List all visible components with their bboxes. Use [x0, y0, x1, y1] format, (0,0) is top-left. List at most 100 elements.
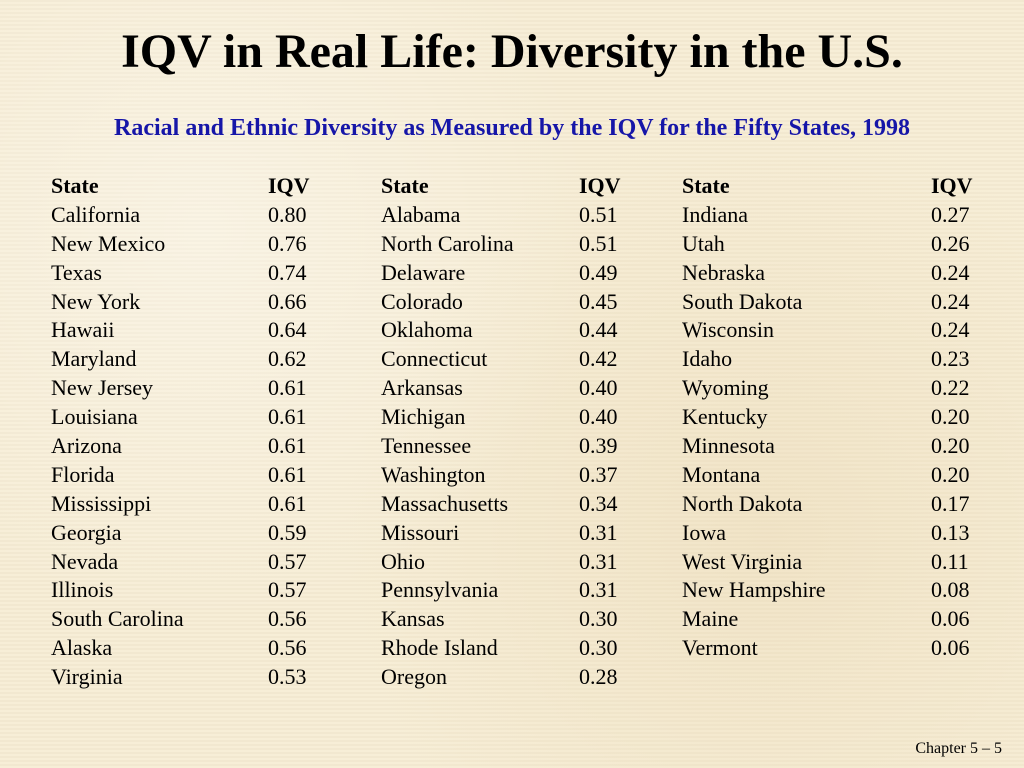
state-name-cell: Maine — [682, 606, 739, 632]
table-row: Maine 0.06 — [682, 605, 982, 634]
iqv-value-cell: 0.57 — [268, 548, 307, 574]
state-name-cell: Nebraska — [682, 259, 766, 285]
table-row: New Hampshire 0.08 — [682, 576, 982, 605]
table-header-row: State IQV — [51, 172, 321, 201]
state-name-cell: Hawaii — [51, 317, 115, 343]
iqv-value-cell: 0.61 — [268, 461, 307, 487]
table-row: Washington 0.37 — [381, 461, 631, 490]
state-name-cell: North Dakota — [682, 490, 803, 516]
state-name-cell: Kentucky — [682, 404, 768, 430]
table-row: Pennsylvania 0.31 — [381, 576, 631, 605]
table-row: Mississippi 0.61 — [51, 490, 321, 519]
state-name-cell: Ohio — [381, 548, 425, 574]
iqv-value-cell: 0.20 — [931, 404, 970, 430]
column-header-state: State — [51, 173, 99, 198]
iqv-value-cell: 0.24 — [931, 288, 970, 314]
column-header-iqv: IQV — [268, 173, 310, 198]
table-row: Indiana 0.27 — [682, 201, 982, 230]
iqv-value-cell: 0.26 — [931, 230, 970, 256]
table-row: Kansas 0.30 — [381, 605, 631, 634]
table-row: Missouri 0.31 — [381, 519, 631, 548]
state-name-cell: South Carolina — [51, 606, 184, 632]
state-name-cell: South Dakota — [682, 288, 803, 314]
table-row: Maryland 0.62 — [51, 345, 321, 374]
iqv-value-cell: 0.24 — [931, 259, 970, 285]
iqv-value-cell: 0.20 — [931, 433, 970, 459]
state-name-cell: Virginia — [51, 664, 123, 690]
iqv-value-cell: 0.30 — [579, 635, 618, 661]
iqv-value-cell: 0.34 — [579, 490, 618, 516]
iqv-value-cell: 0.20 — [931, 461, 970, 487]
iqv-value-cell: 0.40 — [579, 375, 618, 401]
page-title: IQV in Real Life: Diversity in the U.S. — [121, 25, 903, 78]
state-name-cell: North Carolina — [381, 230, 514, 256]
iqv-value-cell: 0.11 — [931, 548, 969, 574]
table-row: Michigan 0.40 — [381, 403, 631, 432]
iqv-value-cell: 0.24 — [931, 317, 970, 343]
iqv-value-cell: 0.59 — [268, 519, 307, 545]
iqv-value-cell: 0.06 — [931, 606, 970, 632]
table-row: Arkansas 0.40 — [381, 374, 631, 403]
slide-footer: Chapter 5 – 5 — [915, 740, 1002, 757]
iqv-value-cell: 0.06 — [931, 635, 970, 661]
table-row: Idaho 0.23 — [682, 345, 982, 374]
state-name-cell: Oklahoma — [381, 317, 473, 343]
table-row: Connecticut 0.42 — [381, 345, 631, 374]
table-row: Nebraska 0.24 — [682, 259, 982, 288]
table-row: Utah 0.26 — [682, 230, 982, 259]
table-row: Alabama 0.51 — [381, 201, 631, 230]
table-row: Iowa 0.13 — [682, 519, 982, 548]
iqv-value-cell: 0.49 — [579, 259, 618, 285]
state-name-cell: West Virginia — [682, 548, 803, 574]
state-name-cell: New Hampshire — [682, 577, 826, 603]
table-row: Wisconsin 0.24 — [682, 316, 982, 345]
state-name-cell: Oregon — [381, 664, 447, 690]
state-name-cell: Maryland — [51, 346, 137, 372]
iqv-value-cell: 0.57 — [268, 577, 307, 603]
iqv-value-cell: 0.37 — [579, 461, 618, 487]
state-name-cell: Michigan — [381, 404, 466, 430]
state-name-cell: Pennsylvania — [381, 577, 499, 603]
iqv-value-cell: 0.31 — [579, 519, 618, 545]
table-row: Hawaii 0.64 — [51, 316, 321, 345]
table-row: West Virginia 0.11 — [682, 548, 982, 577]
state-name-cell: Alaska — [51, 635, 113, 661]
iqv-value-cell: 0.61 — [268, 404, 307, 430]
iqv-value-cell: 0.53 — [268, 664, 307, 690]
table-row: Massachusetts 0.34 — [381, 490, 631, 519]
iqv-value-cell: 0.51 — [579, 201, 618, 227]
state-name-cell: Iowa — [682, 519, 726, 545]
table-row: Delaware 0.49 — [381, 259, 631, 288]
table-row: South Carolina 0.56 — [51, 605, 321, 634]
iqv-value-cell: 0.08 — [931, 577, 970, 603]
iqv-value-cell: 0.56 — [268, 606, 307, 632]
state-name-cell: Montana — [682, 461, 761, 487]
iqv-value-cell: 0.74 — [268, 259, 307, 285]
state-name-cell: Utah — [682, 230, 725, 256]
table-row: Ohio 0.31 — [381, 548, 631, 577]
table-row: Alaska 0.56 — [51, 634, 321, 663]
table-row: Wyoming 0.22 — [682, 374, 982, 403]
iqv-value-cell: 0.76 — [268, 230, 307, 256]
table-row: Kentucky 0.20 — [682, 403, 982, 432]
table-row: Rhode Island 0.30 — [381, 634, 631, 663]
iqv-value-cell: 0.40 — [579, 404, 618, 430]
iqv-value-cell: 0.22 — [931, 375, 970, 401]
state-name-cell: Texas — [51, 259, 102, 285]
iqv-value-cell: 0.44 — [579, 317, 618, 343]
state-name-cell: New Jersey — [51, 375, 154, 401]
state-name-cell: Alabama — [381, 201, 461, 227]
table-row: Virginia 0.53 — [51, 663, 321, 692]
state-name-cell: Illinois — [51, 577, 114, 603]
iqv-value-cell: 0.62 — [268, 346, 307, 372]
state-name-cell: Rhode Island — [381, 635, 498, 661]
table-row: Vermont 0.06 — [682, 634, 982, 663]
table-row: Nevada 0.57 — [51, 548, 321, 577]
state-name-cell: Wyoming — [682, 375, 769, 401]
table-row: North Dakota 0.17 — [682, 490, 982, 519]
state-name-cell: Arizona — [51, 433, 122, 459]
table-row: Louisiana 0.61 — [51, 403, 321, 432]
table-row: Tennessee 0.39 — [381, 432, 631, 461]
state-name-cell: California — [51, 201, 141, 227]
table-row: New Mexico 0.76 — [51, 230, 321, 259]
